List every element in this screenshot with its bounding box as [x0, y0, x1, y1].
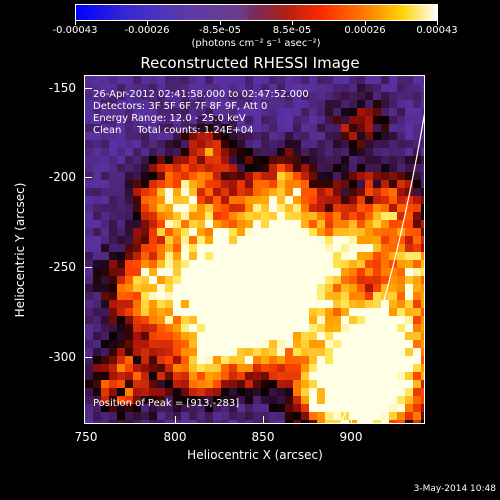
date-stamp: 3-May-2014 10:48	[413, 484, 496, 494]
x-tick-label: 850	[251, 430, 275, 444]
colorbar-label: 0.00026	[344, 25, 386, 36]
clean-counts-text: Clean Total counts: 1.24E+04	[93, 125, 254, 136]
time-range-text: 26-Apr-2012 02:41:58.000 to 02:47:52.000	[93, 89, 309, 100]
y-axis-label: Heliocentric Y (arcsec)	[13, 182, 27, 318]
colorbar-units: (photons cm⁻² s⁻¹ asec⁻²)	[191, 38, 321, 49]
colorbar-label: 8.5e-05	[272, 25, 312, 36]
colorbar-label: -8.5e-05	[199, 25, 241, 36]
y-tick-label: -150	[48, 81, 76, 95]
y-tick-label: -200	[48, 170, 76, 184]
detectors-text: Detectors: 3F 5F 6F 7F 8F 9F, Att 0	[93, 101, 268, 112]
x-tick-label: 800	[163, 430, 187, 444]
colorbar-label: 0.00043	[416, 25, 458, 36]
x-tick-label: 900	[339, 430, 363, 444]
energy-range-text: Energy Range: 12.0 - 25.0 keV	[93, 113, 246, 124]
flare-image-map	[85, 76, 424, 423]
colorbar-label: -0.00043	[52, 25, 98, 36]
solar-image	[84, 75, 425, 424]
x-axis-label: Heliocentric X (arcsec)	[187, 448, 323, 462]
x-tick-label: 750	[74, 430, 98, 444]
colorbar-label: -0.00026	[124, 25, 170, 36]
y-tick-label: -250	[48, 260, 76, 274]
colorbar	[75, 4, 438, 21]
image-title: Reconstructed RHESSI Image	[140, 54, 360, 72]
y-tick-label: -300	[48, 350, 76, 364]
peak-position-text: Position of Peak = [913,-283]	[93, 398, 240, 409]
solar-limb-line	[340, 113, 424, 423]
